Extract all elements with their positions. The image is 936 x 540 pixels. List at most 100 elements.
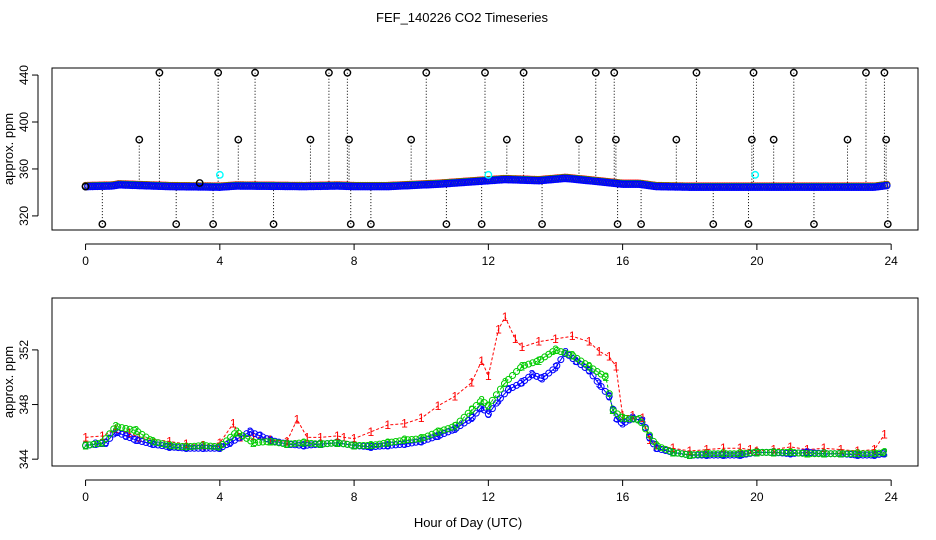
bottom-series-2-circle (807, 450, 815, 458)
bottom-series-2-circle (718, 450, 726, 458)
bottom-series-3-circle (126, 434, 134, 442)
bottom-series-2-circle (174, 442, 182, 450)
top-cyan-point (215, 170, 224, 179)
bottom-series-2-circle (287, 440, 295, 448)
bottom-series-3-circle (210, 444, 218, 452)
top-series-3-point (178, 182, 186, 191)
top-series-3-point (448, 179, 456, 188)
bottom-series-3-circle (243, 430, 251, 438)
top-series-3-point (314, 182, 322, 191)
top-series-3-point (495, 176, 503, 184)
bottom-series-2-circle (730, 450, 738, 458)
bottom-series-1-point: 1 (596, 344, 603, 358)
top-series-3-point (657, 182, 666, 191)
top-series-3-point (330, 182, 339, 190)
top-flag-point (612, 135, 620, 144)
bottom-series-3-point: 3 (505, 383, 512, 397)
bottom-series-3-point: 3 (485, 407, 492, 421)
bottom-series-2-circle (214, 443, 222, 451)
bottom-series-2-circle (424, 432, 432, 440)
bottom-series-2-circle (82, 442, 90, 450)
bottom-series-2-circle (774, 448, 782, 456)
top-series-3-point (180, 182, 189, 191)
bottom-series-2-circle (219, 440, 227, 448)
top-series-3-point (323, 182, 332, 190)
bottom-series-2-circle (468, 405, 476, 413)
bottom-series-2-circle (339, 440, 347, 448)
bottom-series-2-circle (875, 449, 883, 457)
top-series-3-point (171, 182, 179, 191)
top-series-3-point (474, 177, 482, 186)
top-series-3-point (422, 180, 431, 189)
bottom-series-2-circle (251, 439, 259, 447)
bottom-series-2-circle (150, 438, 158, 446)
bottom-series-3-circle (420, 437, 428, 445)
top-flag-point (251, 68, 259, 77)
bottom-series-2-circle (851, 450, 859, 458)
bottom-series-2-circle (440, 426, 448, 434)
bottom-series-2-point: 2 (636, 413, 643, 427)
top-series-3-point (800, 183, 809, 191)
top-series-3-point (234, 182, 243, 190)
bottom-series-2-circle (408, 435, 416, 443)
top-series-3-point (91, 182, 99, 191)
top-series-3-point (401, 181, 409, 190)
bottom-series-2-circle (847, 450, 855, 458)
top-series-3-point (215, 183, 224, 191)
bottom-series-2-circle (315, 440, 323, 448)
bottom-series-2-circle (521, 361, 529, 369)
top-series-3-point (652, 182, 661, 191)
bottom-series-2-circle (347, 441, 355, 449)
top-series-3-point (368, 182, 377, 191)
top-series-3-point (774, 183, 783, 191)
bottom-series-1-point: 1 (535, 335, 542, 349)
top-series-3-point (189, 183, 198, 191)
bottom-series-2-circle (694, 450, 702, 458)
top-series-3-point (105, 182, 113, 190)
top-series-3-point (164, 182, 172, 191)
top-series-3-point (159, 182, 167, 191)
bottom-series-2-circle (662, 445, 670, 453)
top-series-3-point (145, 182, 153, 190)
top-series-3-point (546, 175, 555, 184)
bottom-series-1-point: 1 (250, 429, 257, 443)
bottom-series-1-point: 1 (512, 332, 519, 346)
top-series-3-point (807, 183, 816, 191)
top-series-3-point (307, 182, 315, 191)
top-series-3-point (539, 176, 548, 185)
bottom-series-2-circle (561, 349, 569, 357)
top-series-3-point (739, 183, 748, 191)
bottom-series-2-circle (605, 390, 613, 398)
top-series-3-point (826, 183, 835, 191)
top-series-3-point (138, 181, 146, 190)
top-series-3-point (777, 183, 785, 191)
bottom-series-3-circle (219, 443, 227, 451)
top-series-3-point (333, 182, 341, 190)
bottom-series-2-circle (722, 450, 730, 458)
bottom-series-2-circle (170, 442, 178, 450)
bottom-series-2-circle (835, 450, 843, 458)
bottom-series-2-circle (565, 350, 573, 358)
bottom-series-2-circle (227, 433, 235, 441)
top-series-3-point (168, 182, 177, 191)
top-series-3-point (102, 182, 111, 190)
top-series-3-point (509, 176, 517, 184)
bottom-series-3-circle (533, 372, 541, 380)
bottom-series-1-point: 1 (686, 444, 693, 458)
top-series-3-point (95, 182, 104, 191)
bottom-series-2-circle (190, 442, 198, 450)
bottom-series-1-point: 1 (606, 350, 613, 364)
top-series-3-point (476, 177, 485, 186)
top-y-tick-label: 320 (17, 206, 31, 226)
top-series-3-point (544, 176, 553, 184)
top-series-3-point (558, 174, 567, 183)
bottom-series-2-circle (823, 450, 831, 458)
top-series-3-point (709, 183, 717, 191)
top-series-3-point (720, 183, 729, 191)
top-series-3-point (359, 182, 367, 191)
top-series-3-point (290, 182, 299, 191)
top-series-3-point (347, 182, 355, 191)
bottom-series-2-circle (742, 449, 750, 457)
bottom-x-tick-label: 24 (884, 490, 898, 504)
bottom-series-2-circle (428, 430, 436, 438)
